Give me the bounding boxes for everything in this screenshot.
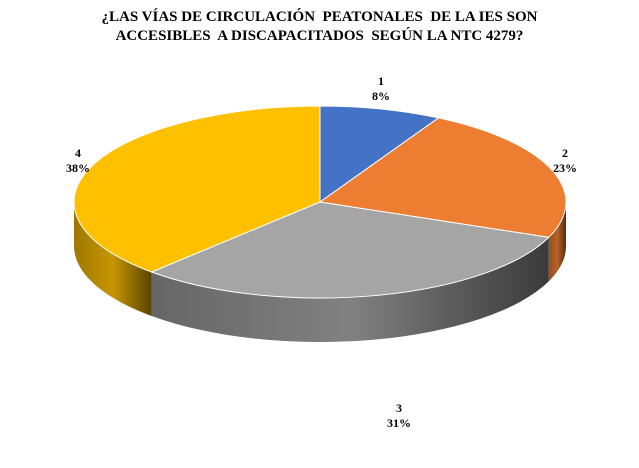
pie-slice-1 xyxy=(319,105,440,203)
pie-slice-side-3 xyxy=(151,237,549,342)
data-label-value-4: 38% xyxy=(66,161,90,175)
data-label-value-2: 23% xyxy=(553,161,577,175)
data-label-category-4: 4 xyxy=(75,146,81,160)
data-label-category-3: 3 xyxy=(396,401,402,415)
data-labels: 18% 223% 331% 438% xyxy=(66,74,577,430)
pie-slice-3 xyxy=(150,201,550,299)
pie-sides xyxy=(74,202,566,342)
data-label-value-1: 8% xyxy=(372,89,390,103)
chart-title-line-1: ¿LAS VÍAS DE CIRCULACIÓN PEATONALES DE L… xyxy=(101,9,538,25)
data-label-category-1: 1 xyxy=(378,74,384,88)
chart-title: ¿LAS VÍAS DE CIRCULACIÓN PEATONALES DE L… xyxy=(0,8,639,46)
data-label-category-2: 2 xyxy=(562,146,568,160)
pie-slices xyxy=(73,105,567,299)
pie-slice-4 xyxy=(73,105,321,273)
pie-slice-2 xyxy=(318,117,567,238)
pie-slice-side-2 xyxy=(548,202,566,282)
chart-title-line-2: ACCESIBLES A DISCAPACITADOS SEGÚN LA NTC… xyxy=(115,28,524,44)
pie-slice-side-4 xyxy=(74,202,152,316)
data-label-value-3: 31% xyxy=(387,416,411,430)
